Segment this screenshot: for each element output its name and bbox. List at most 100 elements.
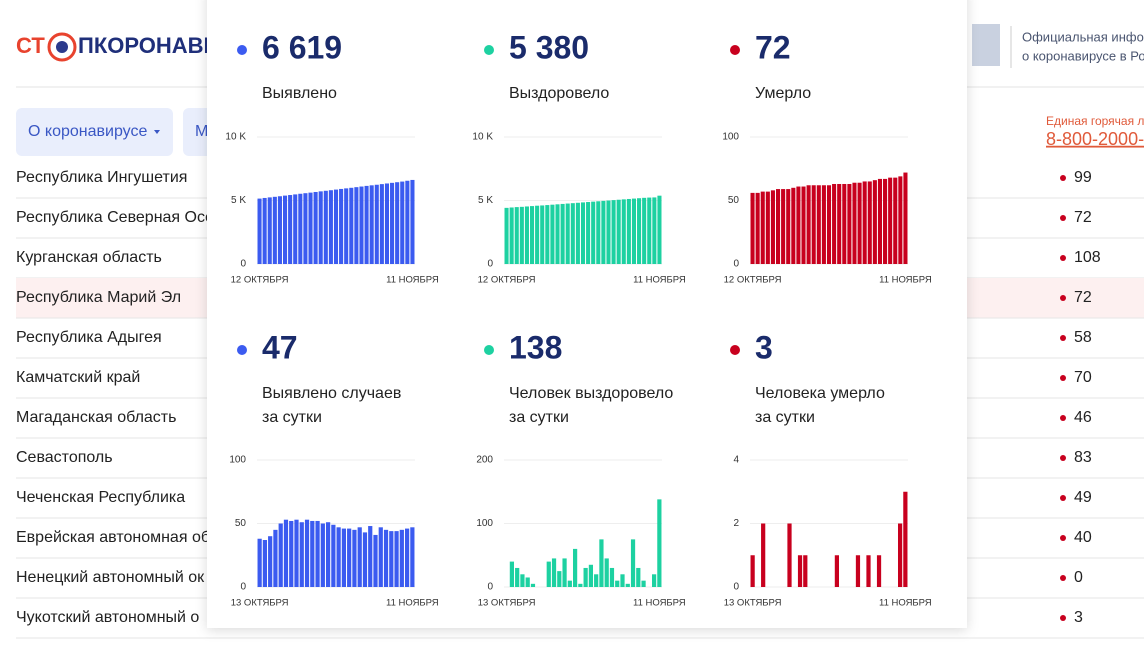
status-dot	[1060, 335, 1066, 341]
bar	[761, 523, 766, 587]
bar	[599, 539, 604, 587]
bar	[299, 522, 304, 587]
bar	[525, 577, 530, 587]
bar	[787, 523, 792, 587]
region-value: 72	[1074, 289, 1092, 306]
bar	[832, 183, 837, 264]
bar	[313, 191, 318, 264]
bar	[524, 206, 529, 264]
x-tick-label: 12 ОКТЯБРЯ	[231, 275, 289, 286]
nav-label[interactable]: О коронавирусе	[28, 123, 147, 140]
bar	[273, 529, 278, 587]
bar	[318, 191, 323, 264]
bar	[801, 186, 806, 264]
bar	[410, 179, 415, 264]
bar	[336, 527, 341, 587]
bar	[770, 190, 775, 264]
bar	[621, 199, 626, 264]
bar	[570, 203, 575, 264]
bar	[535, 205, 540, 264]
bar	[609, 567, 615, 587]
stat-caption: Выздоровело	[509, 85, 609, 102]
bar	[546, 561, 551, 587]
nav-button[interactable]	[16, 108, 173, 156]
region-value: 83	[1074, 449, 1092, 466]
bar	[339, 188, 344, 264]
x-tick-label: 11 НОЯБРЯ	[879, 598, 932, 609]
status-dot	[1060, 615, 1066, 621]
bar	[551, 558, 557, 587]
bar	[586, 202, 591, 264]
stat-value: 5 380	[509, 29, 589, 65]
region-name: Магаданская область	[16, 409, 176, 426]
logo-icon	[47, 32, 77, 62]
region-name: Чеченская Республика	[16, 489, 185, 506]
bar	[369, 185, 374, 264]
y-tick-label: 0	[733, 582, 739, 593]
logo-part: СТ	[16, 33, 45, 58]
status-dot	[1060, 575, 1066, 581]
hotline-phone[interactable]: 8-800-2000-	[1046, 129, 1144, 149]
bar	[897, 523, 903, 587]
bar	[277, 196, 282, 264]
bar	[282, 195, 288, 264]
bar	[615, 580, 620, 587]
stat-value: 138	[509, 329, 562, 365]
legend-dot	[237, 345, 247, 355]
bar	[530, 583, 536, 587]
dropdown-arrow	[154, 130, 160, 134]
y-tick-label: 0	[487, 259, 493, 270]
bar	[575, 202, 580, 264]
bar	[637, 198, 642, 264]
bar	[657, 195, 662, 264]
region-value: 70	[1074, 369, 1092, 386]
region-name: Чукотский автономный о	[16, 609, 199, 626]
y-tick-label: 0	[240, 259, 246, 270]
bar	[588, 564, 594, 587]
x-tick-label: 13 ОКТЯБРЯ	[724, 598, 782, 609]
bar	[893, 177, 898, 264]
bar	[606, 200, 611, 264]
y-tick-label: 0	[733, 259, 739, 270]
bar	[750, 555, 755, 587]
y-tick-label: 50	[728, 195, 740, 206]
bar	[504, 207, 509, 264]
y-tick-label: 4	[733, 455, 739, 466]
stat-caption: за сутки	[755, 409, 815, 426]
bar	[903, 491, 908, 587]
region-value: 58	[1074, 329, 1092, 346]
bar	[652, 197, 657, 264]
legend-dot	[237, 45, 247, 55]
region-name: Ненецкий автономный ок	[16, 569, 205, 586]
region-name: Севастополь	[16, 449, 113, 466]
bar	[826, 185, 832, 264]
y-tick-label: 0	[240, 582, 246, 593]
region-name: Камчатский край	[16, 369, 140, 386]
bar	[583, 567, 588, 587]
gov-emblem	[972, 24, 1000, 66]
bar	[636, 567, 641, 587]
bar	[304, 519, 310, 587]
bar	[399, 529, 404, 587]
bar	[898, 176, 903, 264]
bar	[308, 192, 313, 264]
bar	[352, 529, 357, 587]
region-name: Курганская область	[16, 249, 162, 266]
bar	[555, 204, 560, 264]
region-value: 99	[1074, 169, 1092, 186]
bar	[394, 531, 399, 587]
bar	[591, 201, 596, 264]
status-dot	[1060, 495, 1066, 501]
gov-text: Официальная информ	[1022, 29, 1144, 44]
bar	[550, 204, 555, 264]
bar	[560, 203, 565, 264]
stat-caption: Человека умерло	[755, 385, 885, 402]
bar	[781, 189, 786, 264]
bar	[816, 185, 821, 264]
bar	[404, 528, 410, 587]
nav-label[interactable]: М	[195, 123, 208, 140]
bar	[303, 193, 308, 264]
bar	[293, 194, 298, 264]
bar	[620, 574, 625, 587]
region-name: Республика Северная Осе	[16, 209, 214, 226]
